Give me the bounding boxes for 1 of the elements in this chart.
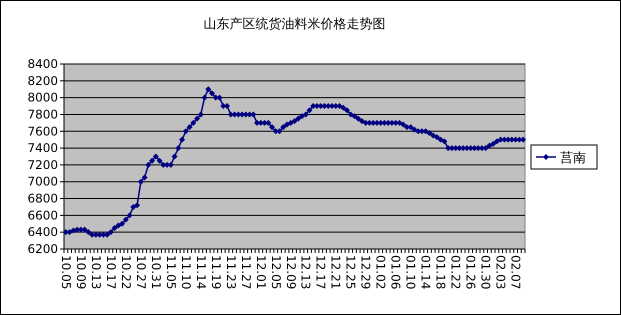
title: 山东产区统货油料米价格走势图 <box>204 17 386 32</box>
